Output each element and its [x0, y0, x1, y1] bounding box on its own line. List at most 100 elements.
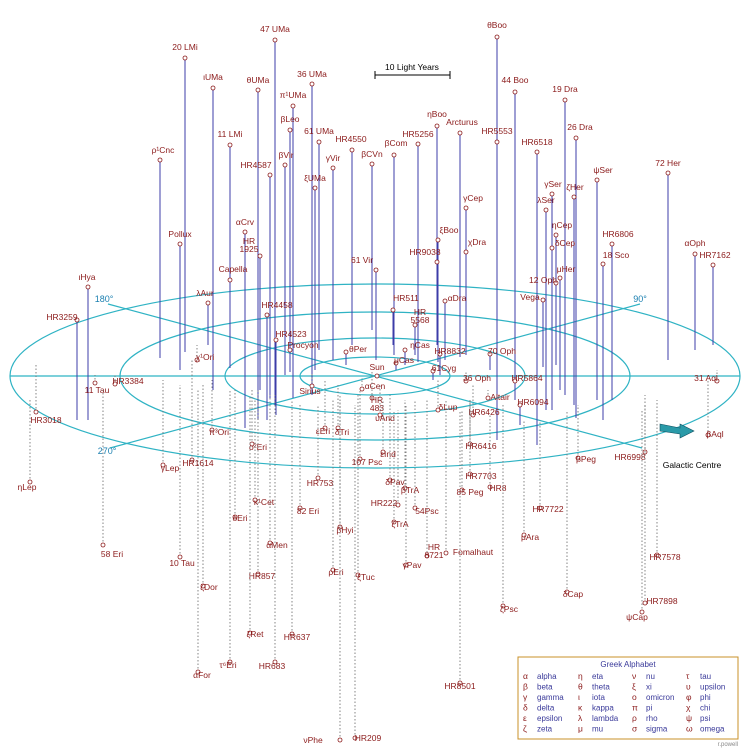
star-dot [710, 262, 716, 268]
legend-name: alpha [537, 672, 557, 681]
star-dot [543, 207, 549, 213]
star-label: HR511 [393, 293, 419, 303]
star-label: ηLep [18, 482, 37, 492]
legend-symbol: η [578, 671, 583, 681]
star-dot [537, 505, 543, 511]
star-label: HR 483 [370, 395, 384, 413]
star-dot [639, 609, 645, 615]
star-label: θBoo [487, 20, 507, 30]
star-label: νPhe [303, 735, 323, 745]
star-dot [705, 432, 711, 438]
star-label: αMen [266, 540, 288, 550]
star-label: δEri [232, 513, 247, 523]
star-dot [714, 378, 720, 384]
star-dot [232, 514, 238, 520]
star-label: 10 Tau [169, 558, 195, 568]
star-label: π³Ori [209, 427, 229, 437]
star-dot [194, 357, 200, 363]
star-label: δCep [555, 238, 576, 248]
legend-symbol: σ [632, 724, 638, 734]
star-dot [74, 317, 80, 323]
star-label: γSer [544, 179, 562, 189]
star-label: μCas [394, 355, 414, 365]
star-dot [210, 85, 216, 91]
star-label: HR637 [284, 632, 311, 642]
star-label: HR4587 [240, 160, 271, 170]
star-dot [272, 659, 278, 665]
legend-symbol: α [523, 671, 528, 681]
star-dot [393, 360, 399, 366]
star-dot [322, 425, 328, 431]
legend-symbol: υ [686, 682, 691, 692]
star-dot [470, 412, 476, 418]
star-dot [33, 409, 39, 415]
star-dot [330, 165, 336, 171]
star-label: ηCas [410, 340, 430, 350]
star-label: HR 1925 [240, 236, 259, 254]
legend-symbol: ε [523, 713, 527, 723]
star-label: 19 Dra [552, 84, 578, 94]
star-dot [252, 497, 258, 503]
star-dot [517, 402, 523, 408]
star-dot [287, 127, 293, 133]
star-dot [227, 659, 233, 665]
star-label: HR6518 [521, 137, 552, 147]
star-dot [553, 232, 559, 238]
star-label: ζHer [566, 182, 584, 192]
star-label: βHyi [336, 525, 353, 535]
star-dot [512, 378, 518, 384]
star-dot [255, 571, 261, 577]
angle-label: 270° [98, 446, 117, 456]
star-dot [485, 395, 491, 401]
star-label: 47 UMa [260, 24, 290, 34]
star-label: χDra [468, 237, 486, 247]
star-label: δTri [335, 427, 349, 437]
legend-name: psi [700, 714, 710, 723]
star-label: γCep [463, 193, 483, 203]
star-label: γPav [403, 560, 423, 570]
star-label: αOph [685, 238, 706, 248]
angle-label: 180° [95, 294, 114, 304]
star-dot [359, 386, 365, 392]
star-label: λSer [537, 195, 555, 205]
star-dot [272, 37, 278, 43]
star-label: μAra [521, 532, 539, 542]
star-label: βLeo [280, 114, 299, 124]
legend-symbol: ψ [686, 713, 692, 723]
star-label: HR3259 [46, 312, 77, 322]
star-label: 61 Vir [351, 255, 373, 265]
legend-symbol: ν [632, 671, 636, 681]
star-label: τ⁶Eri [219, 660, 236, 670]
star-label: βPeg [576, 454, 596, 464]
legend-name: omicron [646, 693, 674, 702]
legend-symbol: ω [686, 724, 693, 734]
star-label: ψSer [593, 165, 612, 175]
star-dot [457, 130, 463, 136]
legend-symbol: γ [523, 692, 528, 702]
star-dot [182, 55, 188, 61]
legend-name: chi [700, 704, 710, 713]
star-dot [412, 505, 418, 511]
star-dot [435, 237, 441, 243]
star-label: ζDor [200, 582, 218, 592]
star-label: δPav [385, 477, 405, 487]
star-label: HR8832 [434, 346, 465, 356]
star-label: ξTuc [357, 572, 375, 582]
star-dot [242, 229, 248, 235]
star-dot [573, 135, 579, 141]
legend-name: sigma [646, 725, 668, 734]
star-label: π¹UMa [280, 90, 307, 100]
star-label: 70 Oph [488, 346, 516, 356]
legend-symbol: μ [578, 724, 583, 734]
star-dot [315, 475, 321, 481]
star-label: 61 UMa [304, 126, 334, 136]
star-dot [355, 572, 361, 578]
star-dot [594, 177, 600, 183]
star-label-line: 1925 [240, 244, 259, 254]
star-label: 107 Psc [352, 457, 383, 467]
star-dot [415, 141, 421, 147]
star-dot [209, 427, 215, 433]
star-label: Altair [490, 392, 510, 402]
star-label: HR1614 [182, 458, 213, 468]
star-label: ψCap [626, 612, 648, 622]
